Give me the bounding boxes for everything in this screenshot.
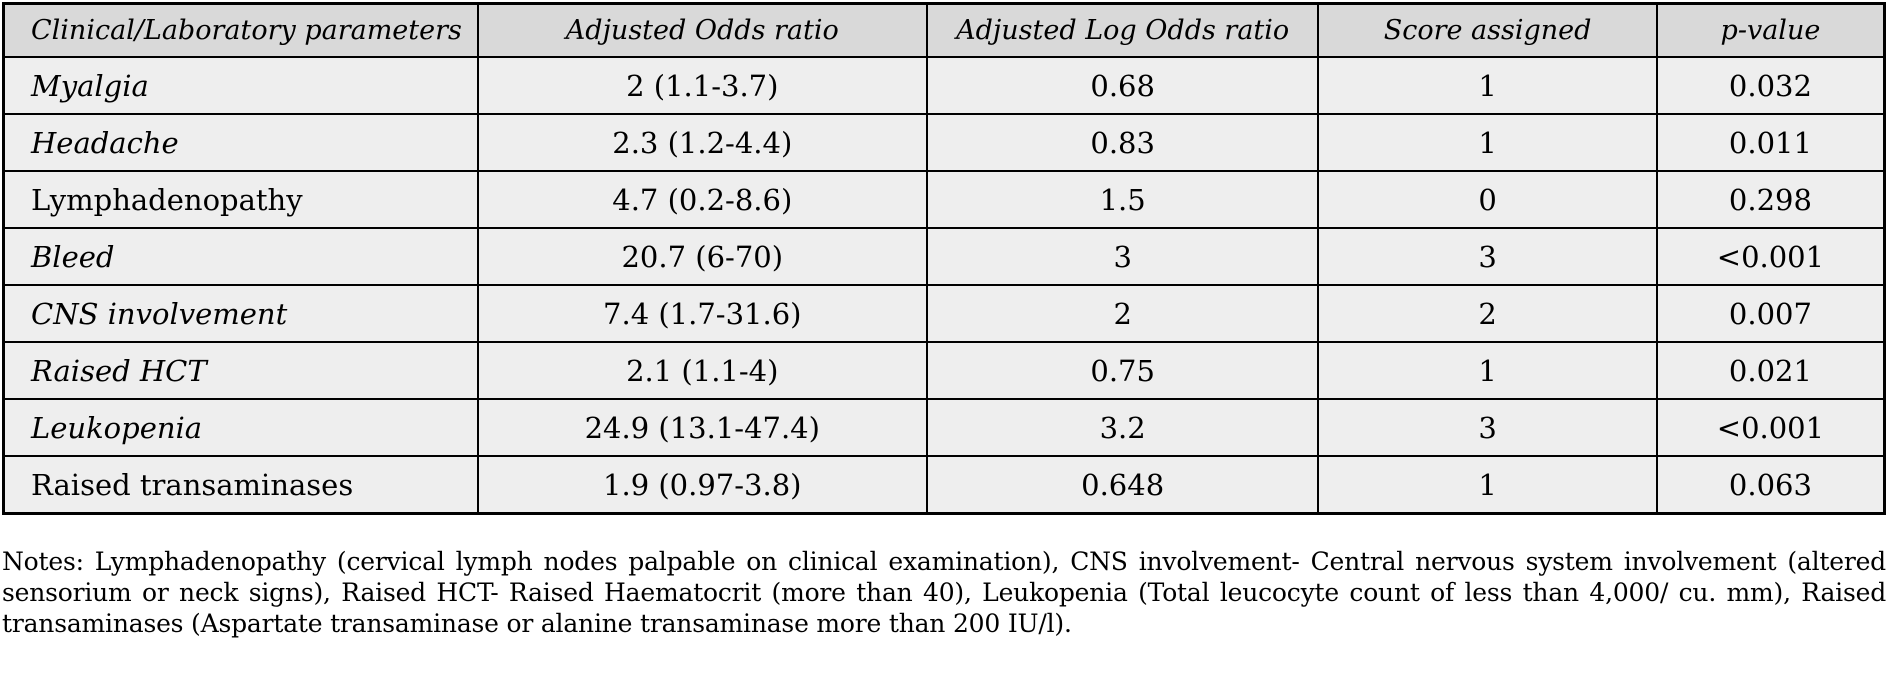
p-value-cell: 0.011 (1655, 113, 1886, 172)
adjusted-log-odds-ratio-cell: 2 (926, 284, 1320, 343)
p-value-cell: <0.001 (1655, 398, 1886, 457)
table-row: Leukopenia 24.9 (13.1-47.4) 3.2 3 <0.001 (2, 398, 1886, 457)
table-row: Bleed 20.7 (6-70) 3 3 <0.001 (2, 227, 1886, 286)
adjusted-odds-ratio-cell: 4.7 (0.2-8.6) (476, 170, 929, 229)
risk-score-table: Clinical/Laboratory parameters Adjusted O… (2, 2, 1886, 515)
adjusted-log-odds-ratio-cell: 0.83 (926, 113, 1320, 172)
adjusted-odds-ratio-cell: 2.3 (1.2-4.4) (476, 113, 929, 172)
p-value-cell: 0.032 (1655, 56, 1886, 115)
parameter-cell: Raised HCT (2, 341, 479, 400)
adjusted-odds-ratio-cell: 24.9 (13.1-47.4) (476, 398, 929, 457)
table-row: Headache 2.3 (1.2-4.4) 0.83 1 0.011 (2, 113, 1886, 172)
score-assigned-cell: 1 (1317, 455, 1658, 515)
table-row: Raised transaminases 1.9 (0.97-3.8) 0.648 1… (2, 455, 1886, 515)
adjusted-log-odds-ratio-cell: 1.5 (926, 170, 1320, 229)
parameter-cell: Myalgia (2, 56, 479, 115)
adjusted-odds-ratio-cell: 7.4 (1.7-31.6) (476, 284, 929, 343)
adjusted-log-odds-ratio-cell: 3 (926, 227, 1320, 286)
header-row: Clinical/Laboratory parameters Adjusted O… (2, 2, 1886, 58)
table-notes: Notes: Lymphadenopathy (cervical lymph n… (2, 547, 1886, 638)
score-assigned-cell: 1 (1317, 113, 1658, 172)
table-row: Myalgia 2 (1.1-3.7) 0.68 1 0.032 (2, 56, 1886, 115)
p-value-cell: 0.063 (1655, 455, 1886, 515)
column-header: Adjusted Odds ratio (476, 2, 929, 58)
score-assigned-cell: 0 (1317, 170, 1658, 229)
table-row: Raised HCT 2.1 (1.1-4) 0.75 1 0.021 (2, 341, 1886, 400)
column-header: Adjusted Log Odds ratio (926, 2, 1320, 58)
score-assigned-cell: 1 (1317, 341, 1658, 400)
adjusted-log-odds-ratio-cell: 0.68 (926, 56, 1320, 115)
table-header: Clinical/Laboratory parameters Adjusted O… (2, 2, 1886, 58)
parameter-cell: CNS involvement (2, 284, 479, 343)
adjusted-log-odds-ratio-cell: 0.75 (926, 341, 1320, 400)
column-header: Score assigned (1317, 2, 1658, 58)
column-header: p-value (1655, 2, 1886, 58)
p-value-cell: <0.001 (1655, 227, 1886, 286)
parameter-cell: Lymphadenopathy (2, 170, 479, 229)
parameter-cell: Raised transaminases (2, 455, 479, 515)
p-value-cell: 0.298 (1655, 170, 1886, 229)
adjusted-log-odds-ratio-cell: 3.2 (926, 398, 1320, 457)
adjusted-odds-ratio-cell: 2.1 (1.1-4) (476, 341, 929, 400)
table-row: Lymphadenopathy 4.7 (0.2-8.6) 1.5 0 0.298 (2, 170, 1886, 229)
score-assigned-cell: 1 (1317, 56, 1658, 115)
parameter-cell: Leukopenia (2, 398, 479, 457)
score-assigned-cell: 2 (1317, 284, 1658, 343)
parameter-cell: Bleed (2, 227, 479, 286)
table-row: CNS involvement 7.4 (1.7-31.6) 2 2 0.007 (2, 284, 1886, 343)
table-body: Myalgia 2 (1.1-3.7) 0.68 1 0.032 Headache 2.3 … (2, 56, 1886, 515)
adjusted-odds-ratio-cell: 1.9 (0.97-3.8) (476, 455, 929, 515)
parameter-cell: Headache (2, 113, 479, 172)
adjusted-odds-ratio-cell: 20.7 (6-70) (476, 227, 929, 286)
score-assigned-cell: 3 (1317, 398, 1658, 457)
p-value-cell: 0.007 (1655, 284, 1886, 343)
column-header: Clinical/Laboratory parameters (2, 2, 479, 58)
score-assigned-cell: 3 (1317, 227, 1658, 286)
adjusted-log-odds-ratio-cell: 0.648 (926, 455, 1320, 515)
p-value-cell: 0.021 (1655, 341, 1886, 400)
adjusted-odds-ratio-cell: 2 (1.1-3.7) (476, 56, 929, 115)
